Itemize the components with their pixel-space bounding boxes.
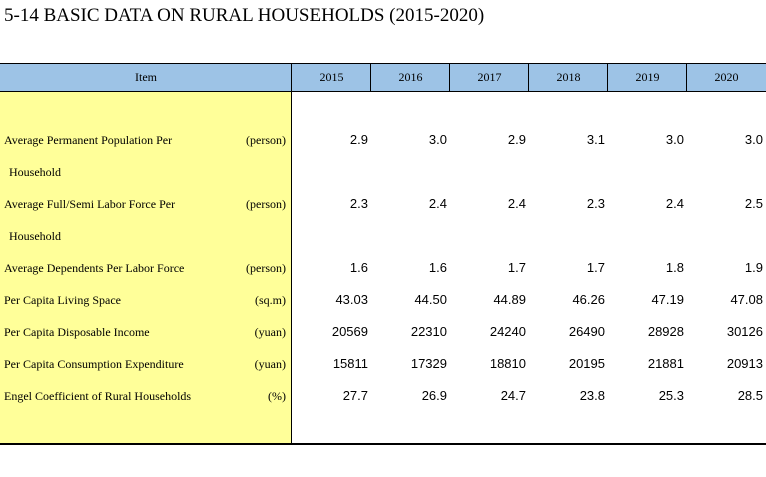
cell-value-2015: 2.3 [349,196,368,211]
cell-value-2016: 44.50 [414,292,447,307]
cell-value-2020: 47.08 [730,292,763,307]
cell-value-2020: 30126 [726,324,763,339]
table-row: Average Permanent Population Per Househol… [0,124,766,179]
cell-value-2018: 23.8 [579,388,605,403]
row-label: Per Capita Disposable Income [4,325,150,339]
cell-value-2019: 21881 [647,356,684,371]
cell-value-2017: 24.7 [500,388,526,403]
cell-value-2017: 1.7 [507,260,526,275]
cell-value-2015: 15811 [332,356,368,371]
cell-value-2016: 3.0 [428,132,447,147]
cell-value-2015: 20569 [331,324,368,339]
header-year-2020: 2020 [686,64,766,91]
table-bottom-rule [0,443,766,445]
cell-value-2017: 44.89 [493,292,526,307]
table-row: Average Full/Semi Labor Force Per Househo… [0,188,766,243]
cell-value-2018: 26490 [568,324,605,339]
row-label: Average Dependents Per Labor Force [4,261,185,275]
table-row: Engel Coefficient of Rural Households (%)… [0,380,766,412]
table-header: Item 2015 2016 2017 2018 2019 2020 [0,63,766,92]
cell-value-2015: 27.7 [342,388,368,403]
row-unit: (yuan) [254,357,286,371]
cell-value-2016: 2.4 [428,196,447,211]
cell-value-2019: 1.8 [665,260,684,275]
cell-value-2018: 20195 [568,356,605,371]
cell-value-2015: 2.9 [349,132,368,147]
row-label: Average Permanent Population Per [4,133,173,147]
row-unit: (sq.m) [255,293,286,307]
cell-value-2017: 24240 [489,324,526,339]
cell-value-2019: 3.0 [665,132,684,147]
cell-value-2017: 2.9 [507,132,526,147]
cell-value-2016: 26.9 [421,388,447,403]
cell-value-2018: 1.7 [586,260,605,275]
table-row: Average Dependents Per Labor Force (perso… [0,252,766,284]
row-unit: (%) [268,389,286,403]
cell-value-2018: 2.3 [586,196,605,211]
row-unit: (person) [246,197,286,211]
cell-value-2016: 22310 [410,324,447,339]
table-row: Per Capita Living Space (sq.m) 43.03 44.50 4… [0,284,766,316]
cell-value-2016: 1.6 [428,260,447,275]
item-column [0,92,292,444]
row-label-continuation: Household [9,165,61,179]
header-year-2016: 2016 [370,64,450,91]
cell-value-2019: 2.4 [665,196,684,211]
row-label: Per Capita Living Space [4,293,121,307]
cell-value-2015: 1.6 [349,260,368,275]
cell-value-2020: 2.5 [744,196,763,211]
row-unit: (person) [246,261,286,275]
header-year-2018: 2018 [528,64,608,91]
table-row: Per Capita Consumption Expenditure (yuan)… [0,348,766,380]
row-unit: (yuan) [254,325,286,339]
header-year-2015: 2015 [291,64,371,91]
row-label: Average Full/Semi Labor Force Per [4,197,176,211]
row-label: Engel Coefficient of Rural Households [4,389,192,403]
row-unit: (person) [246,133,286,147]
header-year-2019: 2019 [607,64,687,91]
row-label: Per Capita Consumption Expenditure [4,357,184,371]
cell-value-2019: 25.3 [658,388,684,403]
data-table: Item 2015 2016 2017 2018 2019 2020 Avera… [0,63,766,445]
cell-value-2017: 2.4 [507,196,526,211]
cell-value-2020: 28.5 [737,388,763,403]
page-title: 5-14 BASIC DATA ON RURAL HOUSEHOLDS (201… [4,5,485,26]
row-label-continuation: Household [9,229,61,243]
cell-value-2020: 20913 [726,356,763,371]
cell-value-2018: 46.26 [572,292,605,307]
header-item: Item [135,70,157,84]
header-year-2017: 2017 [449,64,529,91]
cell-value-2020: 1.9 [744,260,763,275]
cell-value-2019: 28928 [647,324,684,339]
cell-value-2019: 47.19 [651,292,684,307]
cell-value-2018: 3.1 [586,132,605,147]
cell-value-2015: 43.03 [335,292,368,307]
cell-value-2016: 17329 [410,356,447,371]
table-row: Per Capita Disposable Income (yuan) 20569 2… [0,316,766,348]
cell-value-2020: 3.0 [744,132,763,147]
cell-value-2017: 18810 [489,356,526,371]
